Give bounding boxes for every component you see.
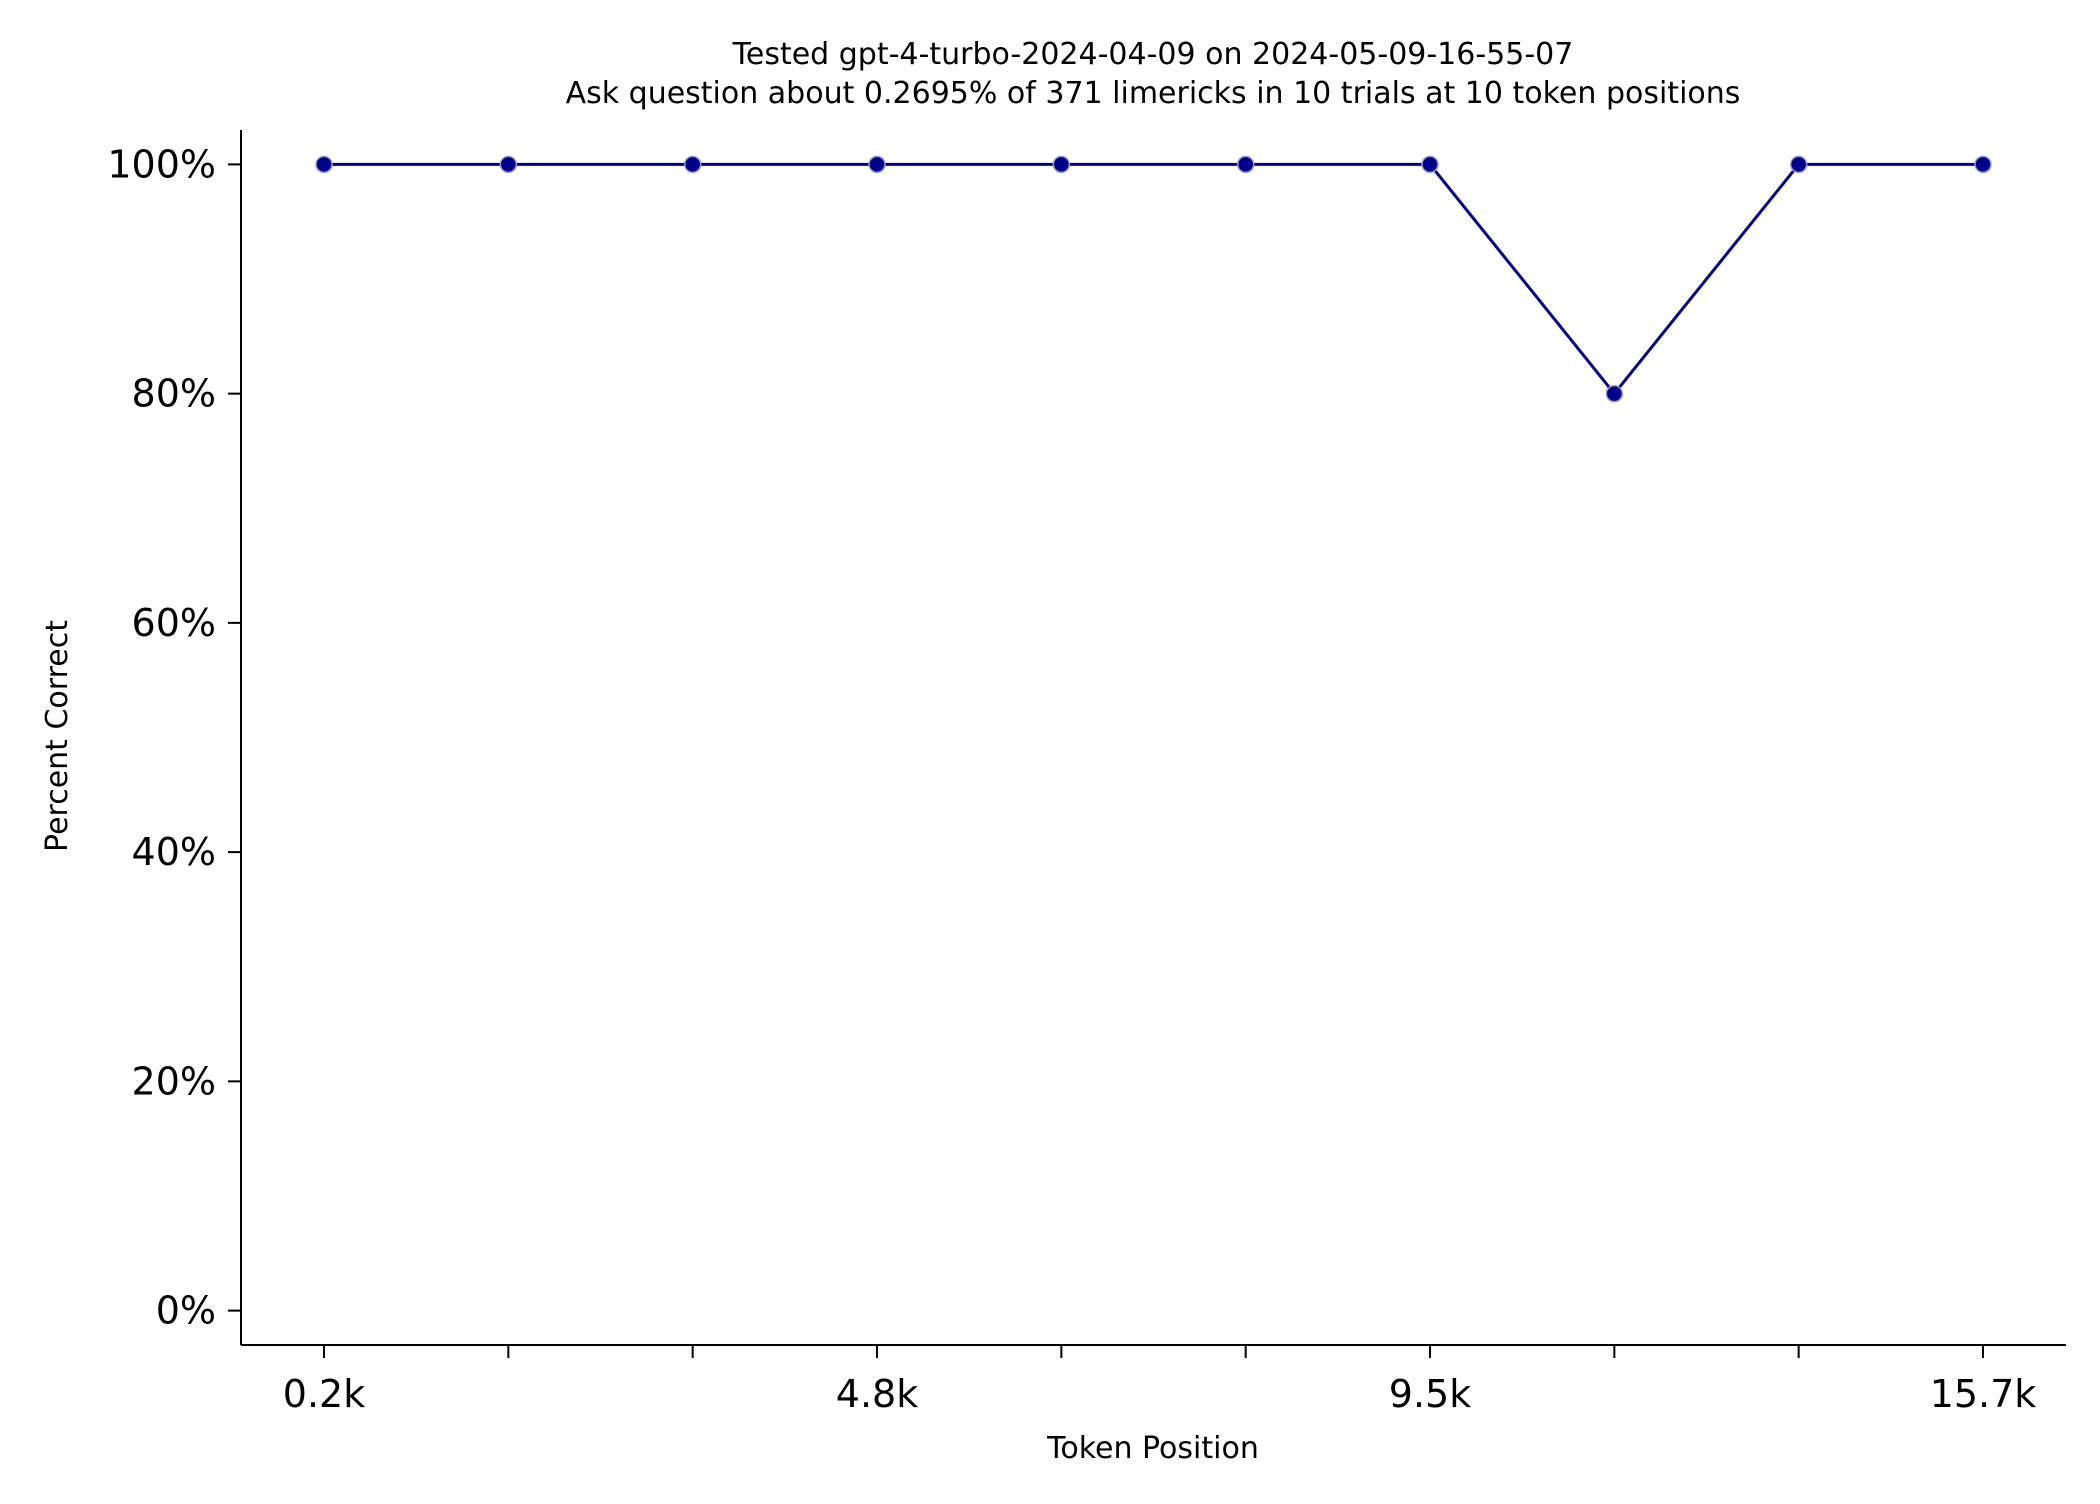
x-axis: 0.2k 4.8k 9.5k 15.7k bbox=[241, 1344, 2066, 1416]
y-axis-label: Percent Correct bbox=[40, 620, 75, 852]
x-axis-label: Token Position bbox=[1046, 1431, 1259, 1466]
x-tick-label: 9.5k bbox=[1389, 1372, 1471, 1416]
y-tick-label: 60% bbox=[132, 601, 216, 645]
y-tick-label: 40% bbox=[132, 830, 216, 874]
y-axis: 0% 20% 40% 60% 80% 100% bbox=[107, 130, 242, 1345]
data-point bbox=[499, 155, 518, 174]
data-point bbox=[1236, 155, 1255, 174]
data-point bbox=[1605, 384, 1624, 403]
y-tick-label: 100% bbox=[107, 142, 216, 186]
data-point bbox=[1421, 155, 1439, 174]
chart-subtitle: Ask question about 0.2695% of 371 limeri… bbox=[566, 76, 1741, 111]
y-tick-label: 80% bbox=[132, 372, 216, 416]
data-point bbox=[683, 155, 702, 174]
data-point bbox=[1052, 155, 1071, 174]
data-point bbox=[315, 155, 333, 174]
y-tick-label: 20% bbox=[132, 1059, 216, 1103]
chart-title: Tested gpt-4-turbo-2024-04-09 on 2024-05… bbox=[732, 37, 1574, 72]
series-line bbox=[324, 162, 1983, 397]
y-tick-label: 0% bbox=[156, 1289, 216, 1333]
data-point bbox=[1974, 155, 1992, 174]
x-tick-label: 15.7k bbox=[1930, 1372, 2037, 1416]
data-series bbox=[315, 155, 1992, 403]
x-tick-label: 4.8k bbox=[836, 1372, 918, 1416]
data-point bbox=[1789, 155, 1808, 174]
data-point bbox=[868, 155, 886, 174]
x-tick-label: 0.2k bbox=[283, 1372, 365, 1416]
